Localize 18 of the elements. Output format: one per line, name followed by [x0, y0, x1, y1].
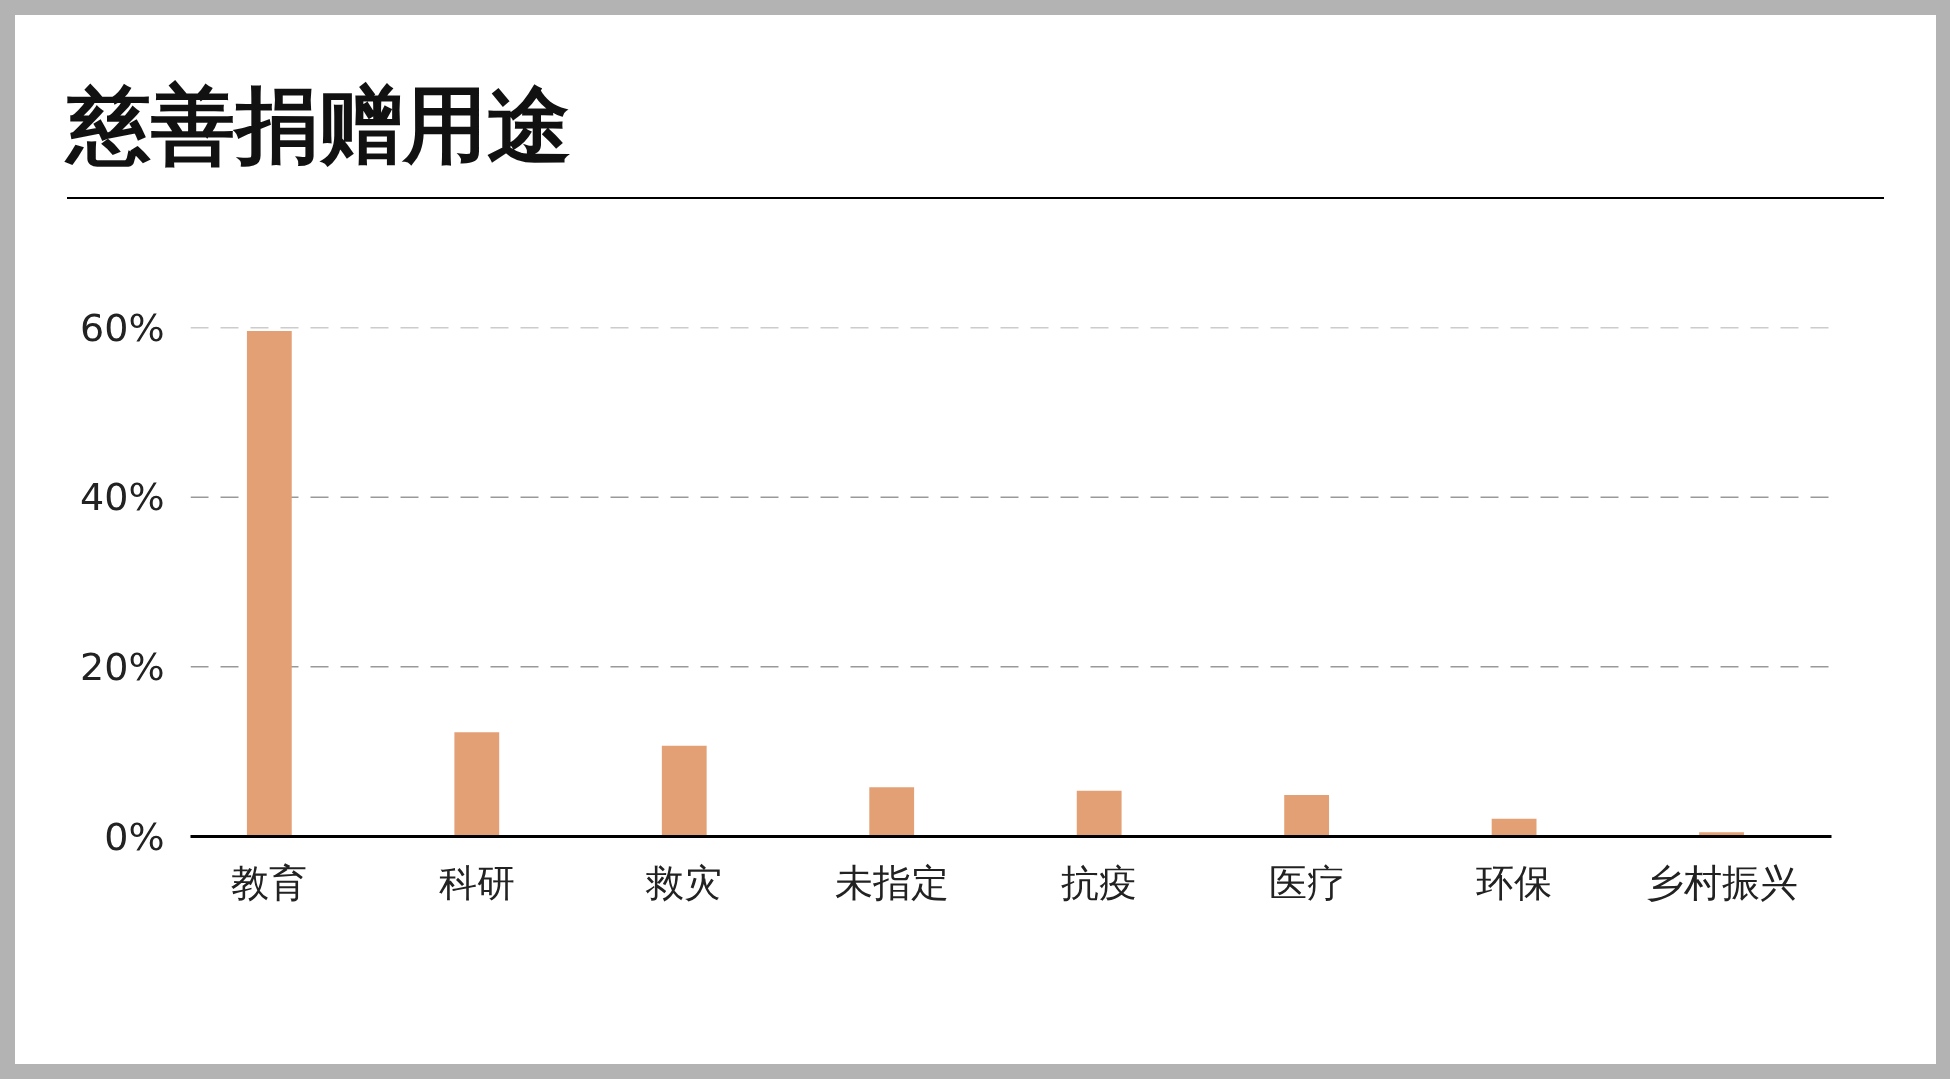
x-tick-label: 未指定: [834, 860, 949, 905]
bar: [454, 732, 500, 837]
x-tick-label: 医疗: [1268, 860, 1345, 905]
bar: [869, 787, 915, 837]
bar: [1076, 790, 1122, 837]
x-tick-label: 抗疫: [1061, 860, 1138, 905]
bar: [1284, 794, 1330, 837]
y-tick-label: 20%: [80, 644, 165, 689]
bar: [246, 330, 292, 837]
y-tick-label: 60%: [80, 305, 165, 350]
x-tick-label: 环保: [1476, 860, 1553, 905]
x-tick-label: 教育: [231, 860, 308, 905]
bar: [661, 745, 707, 837]
x-tick-label: 救灾: [645, 860, 723, 905]
x-tick-label: 乡村振兴: [1645, 860, 1798, 905]
x-tick-label: 科研: [438, 860, 515, 905]
y-tick-label: 40%: [80, 475, 165, 520]
y-tick-label: 0%: [104, 814, 165, 859]
